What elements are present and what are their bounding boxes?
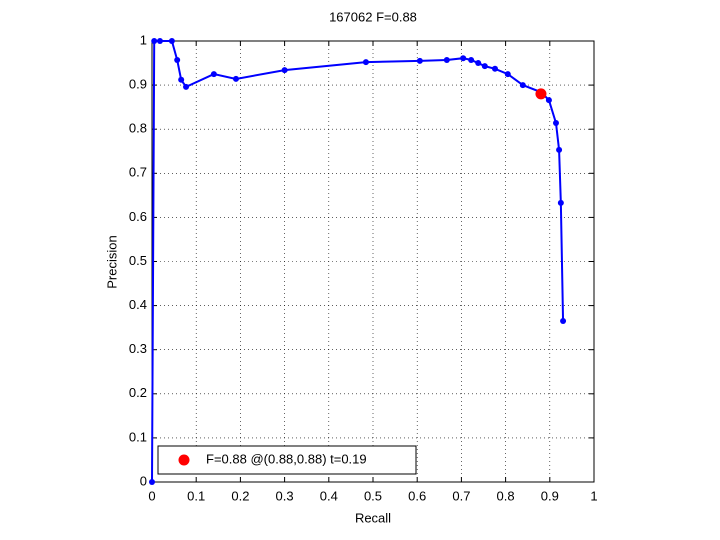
curve-point (481, 63, 488, 70)
x-tick-label: 1 (590, 488, 597, 503)
best-point (535, 88, 547, 100)
y-tick-label: 0.2 (129, 385, 147, 400)
x-tick-label: 0.9 (541, 488, 559, 503)
legend-swatch (178, 454, 190, 466)
legend: F=0.88 @(0.88,0.88) t=0.19 (157, 445, 417, 475)
y-tick-label: 0 (140, 473, 147, 488)
curve-point (149, 479, 155, 485)
curve-point (210, 71, 217, 78)
x-tick-label: 0.4 (320, 488, 338, 503)
y-tick-label: 0.8 (129, 121, 147, 136)
curve-point (491, 65, 498, 72)
curve-point (174, 56, 181, 63)
curve-point (557, 199, 564, 206)
curve-point (504, 71, 511, 78)
y-tick-label: 0.1 (129, 429, 147, 444)
x-tick-label: 0.1 (187, 488, 205, 503)
x-tick-label: 0.8 (497, 488, 515, 503)
curve-point (281, 67, 288, 74)
y-tick-label: 0.9 (129, 77, 147, 92)
x-tick-label: 0.2 (231, 488, 249, 503)
curve-point (552, 120, 559, 127)
curve-point (151, 38, 158, 44)
curve-point (443, 56, 450, 63)
curve-point (168, 38, 175, 44)
curve-point (519, 82, 526, 89)
curve-point (468, 56, 475, 63)
curve-point (475, 60, 482, 67)
x-tick-label: 0 (148, 488, 155, 503)
x-tick-label: 0.3 (276, 488, 294, 503)
x-tick-label: 0.7 (452, 488, 470, 503)
legend-label: F=0.88 @(0.88,0.88) t=0.19 (206, 451, 367, 466)
curve-point (156, 38, 163, 44)
x-axis-label: Recall (355, 510, 391, 525)
curve-point (560, 318, 567, 325)
x-tick-label: 0.5 (364, 488, 382, 503)
curve-point (232, 75, 239, 82)
chart-title: 167062 F=0.88 (329, 9, 417, 24)
curve-point (183, 83, 190, 90)
y-axis-label: Precision (104, 235, 119, 288)
y-tick-label: 1 (140, 32, 147, 47)
curve-point (178, 76, 185, 83)
curve-point (545, 97, 552, 104)
y-tick-label: 0.4 (129, 297, 147, 312)
y-tick-label: 0.7 (129, 165, 147, 180)
axes-box (151, 40, 595, 483)
x-tick-label: 0.6 (408, 488, 426, 503)
curve-point (416, 57, 423, 64)
y-tick-label: 0.3 (129, 341, 147, 356)
curve-point (460, 55, 467, 62)
legend-box (157, 445, 417, 475)
y-tick-label: 0.6 (129, 209, 147, 224)
y-tick-label: 0.5 (129, 253, 147, 268)
curve-point (556, 146, 563, 153)
curve-point (362, 59, 369, 66)
